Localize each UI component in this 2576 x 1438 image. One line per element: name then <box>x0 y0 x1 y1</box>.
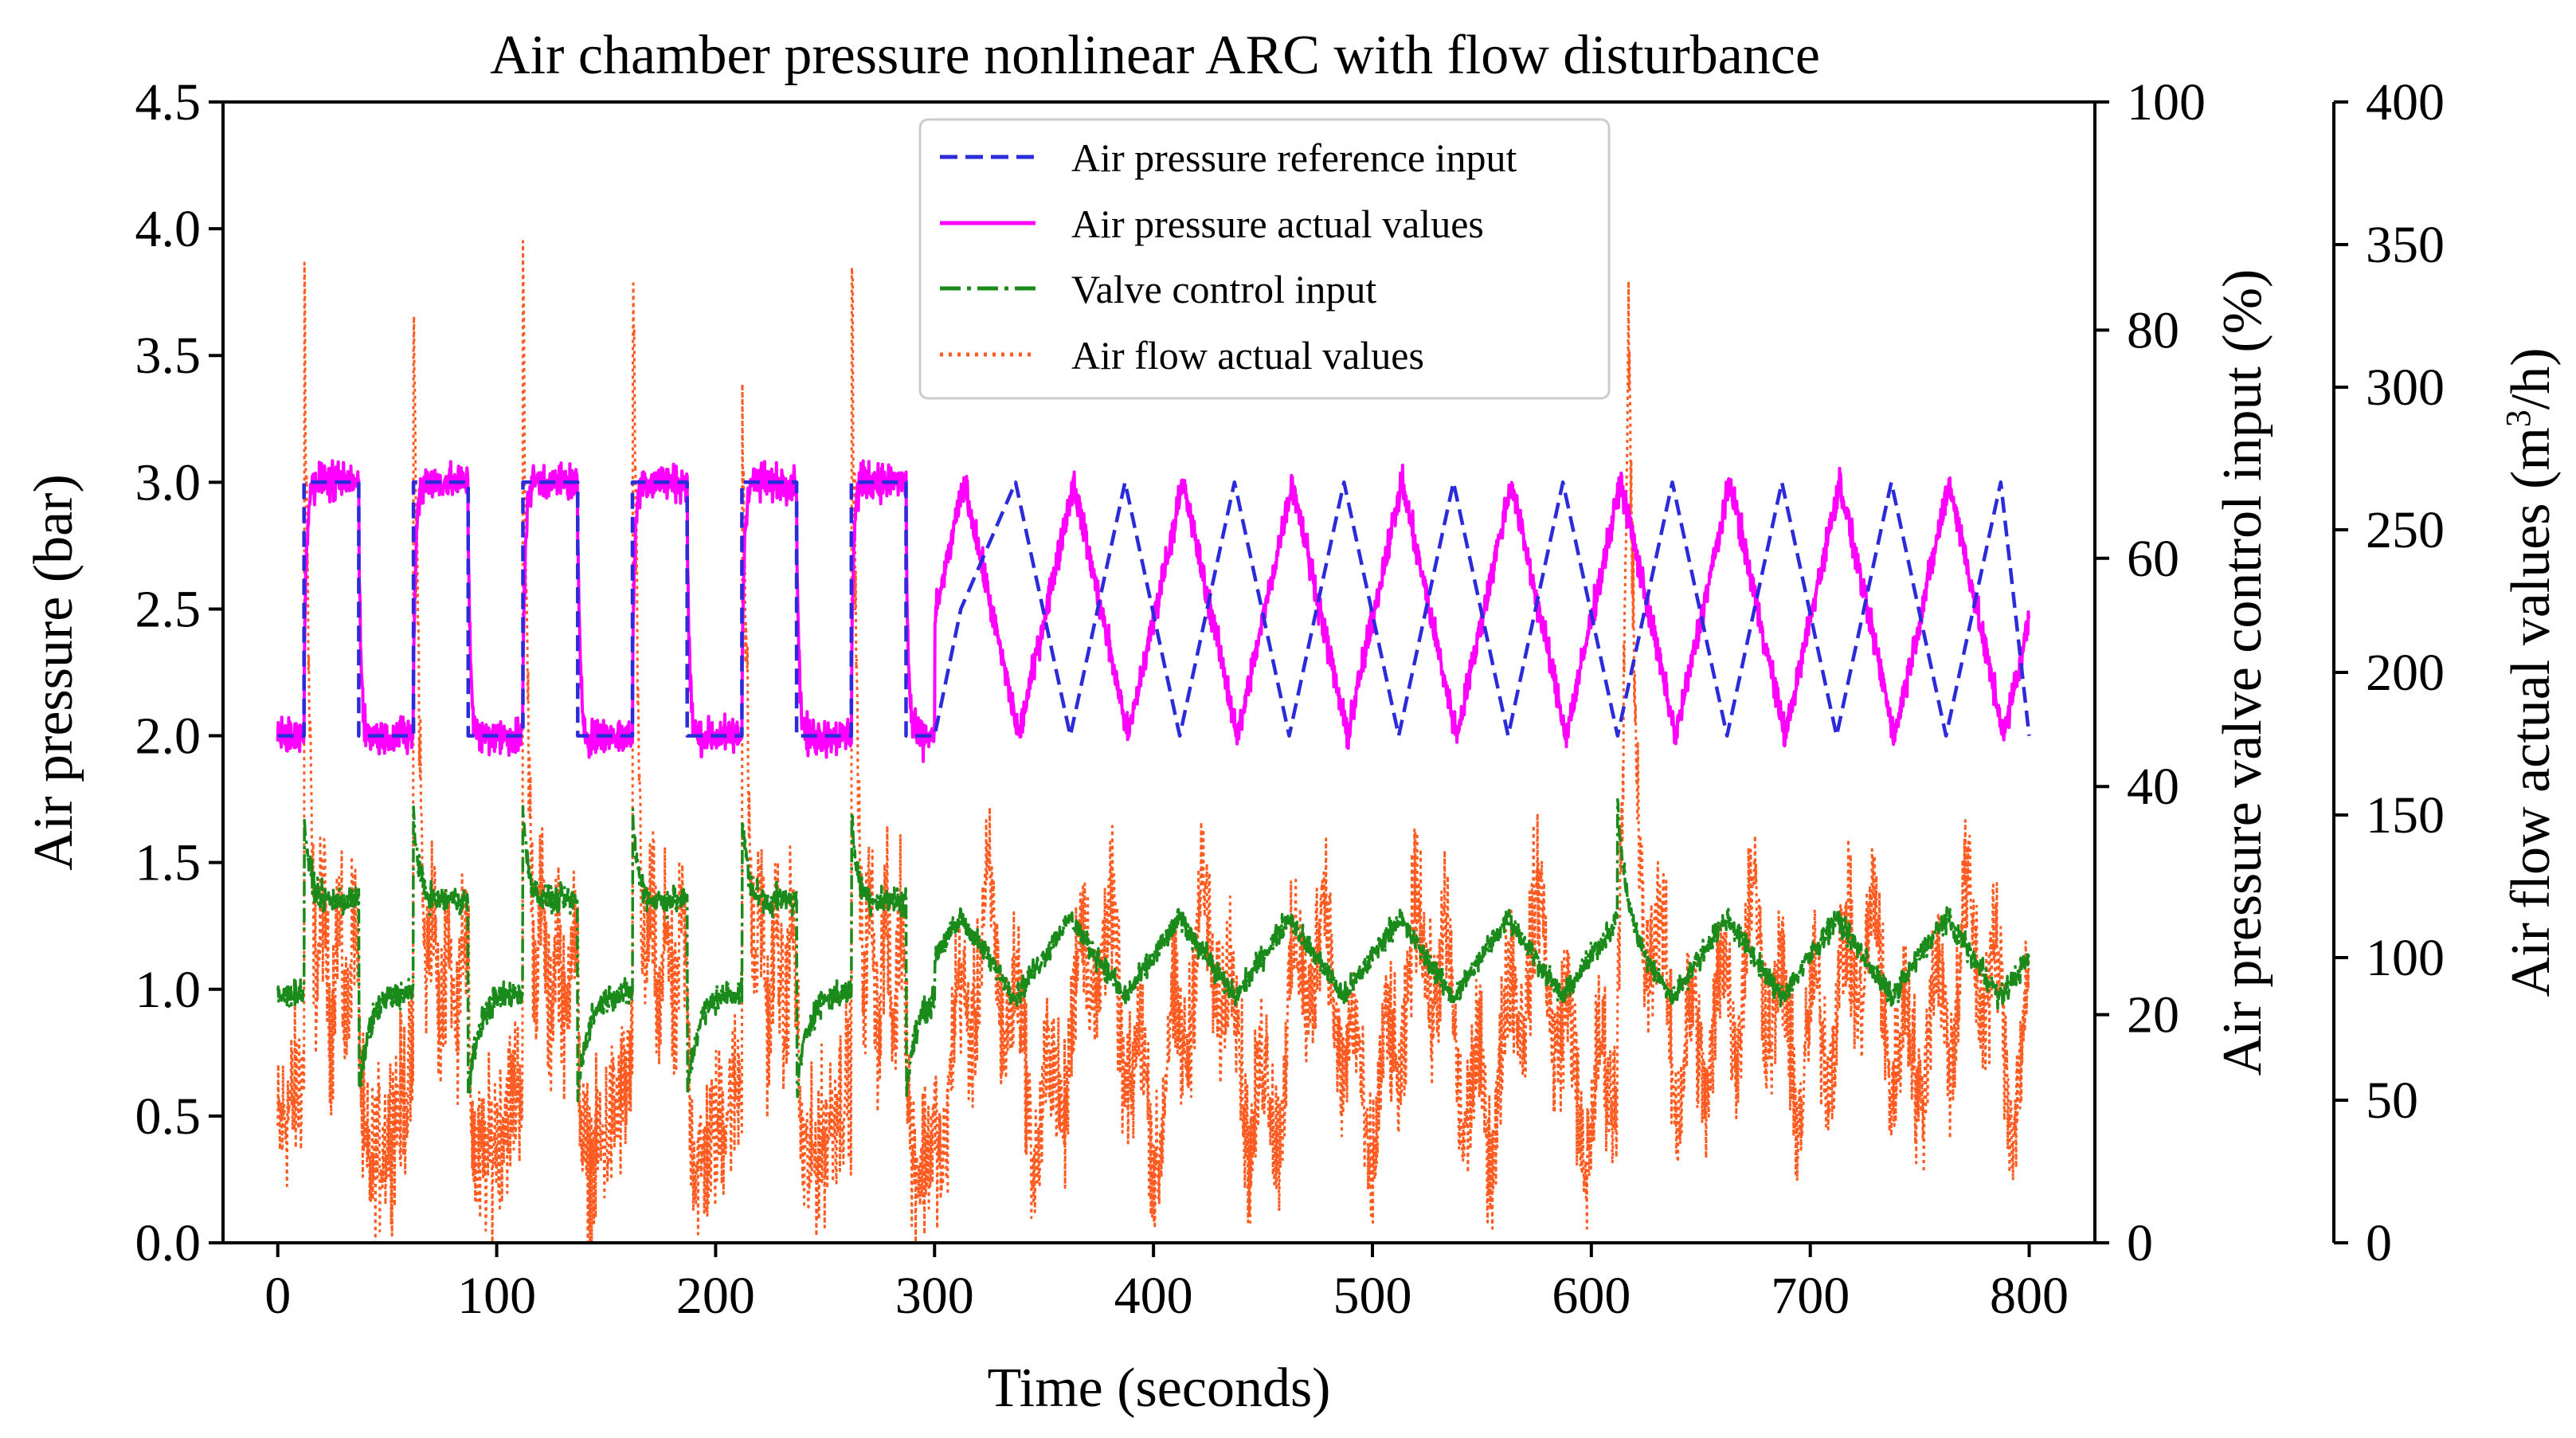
y-right2-tick-label: 200 <box>2366 644 2445 702</box>
y-axis-right2-label: Air flow actual values (m3/h) <box>2499 347 2562 997</box>
y-right2-tick-label: 50 <box>2366 1072 2418 1130</box>
y-left-tick-label: 1.0 <box>135 961 202 1019</box>
y-right2-tick-label: 250 <box>2366 501 2445 559</box>
series-air-pressure-reference <box>277 480 2031 738</box>
y-right1-tick-label: 40 <box>2127 758 2179 816</box>
y-right2-tick-label: 0 <box>2366 1214 2392 1272</box>
y-right1-tick-label: 80 <box>2127 301 2179 359</box>
y-axis-right-valve: 0 20 40 60 80 100 <box>2095 73 2206 1272</box>
y-right1-tick-label: 100 <box>2127 73 2206 131</box>
x-axis-label: Time (seconds) <box>987 1358 1330 1419</box>
x-tick-label: 400 <box>1114 1267 1193 1325</box>
y-right2-tick-label: 150 <box>2366 786 2445 844</box>
plot-frame <box>221 100 2096 1244</box>
chart-title: Air chamber pressure nonlinear ARC with … <box>490 25 1820 86</box>
y-left-tick-label: 3.0 <box>135 453 202 511</box>
y-right2-tick-label: 100 <box>2366 929 2445 987</box>
y-left-tick-label: 1.5 <box>135 834 202 892</box>
y-axis-right-flow: 0 50 100 150 200 250 300 350 400 <box>2332 73 2445 1272</box>
y-axis-right2-label-prefix: Air flow actual values (m <box>2500 427 2562 997</box>
x-tick-label: 700 <box>1771 1267 1850 1325</box>
x-tick-label: 0 <box>264 1267 291 1325</box>
y-right2-tick-label: 400 <box>2366 73 2445 131</box>
legend: Air pressure reference input Air pressur… <box>918 118 1611 400</box>
legend-label-reference: Air pressure reference input <box>1071 135 1517 180</box>
y-left-tick-label: 4.0 <box>135 200 202 258</box>
y-axis-right2-label-sup: 3 <box>2499 409 2538 427</box>
y-right2-tick-label: 300 <box>2366 359 2445 417</box>
series-layer <box>276 240 2031 1244</box>
y-axis-right1-label: Air pressure valve control input (%) <box>2212 269 2273 1076</box>
y-right2-tick-label: 350 <box>2366 216 2445 274</box>
y-axis-right2-label-suffix: /h) <box>2500 347 2562 409</box>
y-left-tick-label: 2.0 <box>135 707 202 766</box>
series-valve-control <box>276 797 2030 1103</box>
y-right1-tick-label: 20 <box>2127 986 2179 1044</box>
y-right1-tick-label: 60 <box>2127 530 2179 588</box>
x-axis: 0 100 200 300 400 500 600 700 800 <box>264 1243 2069 1325</box>
x-tick-label: 600 <box>1552 1267 1631 1325</box>
y-axis-left-label: Air pressure (bar) <box>23 474 84 871</box>
legend-frame <box>918 118 1611 400</box>
y-left-tick-label: 0.0 <box>135 1214 202 1272</box>
y-axis-left: 0.0 0.5 1.0 1.5 2.0 2.5 3.0 3.5 4.0 4.5 <box>135 73 223 1272</box>
legend-label-actual-pressure: Air pressure actual values <box>1071 202 1484 246</box>
y-right1-tick-label: 0 <box>2127 1214 2153 1272</box>
x-tick-label: 300 <box>895 1267 974 1325</box>
y-left-tick-label: 3.5 <box>135 327 202 385</box>
x-tick-label: 500 <box>1333 1267 1411 1325</box>
x-tick-label: 200 <box>676 1267 755 1325</box>
x-tick-label: 100 <box>457 1267 536 1325</box>
y-left-tick-label: 4.5 <box>135 73 202 131</box>
x-tick-label: 800 <box>1990 1267 2069 1325</box>
y-left-tick-label: 2.5 <box>135 580 202 638</box>
legend-label-flow: Air flow actual values <box>1071 333 1424 378</box>
legend-label-valve: Valve control input <box>1071 267 1376 312</box>
series-air-flow-actual <box>276 240 2030 1244</box>
y-left-tick-label: 0.5 <box>135 1087 202 1146</box>
